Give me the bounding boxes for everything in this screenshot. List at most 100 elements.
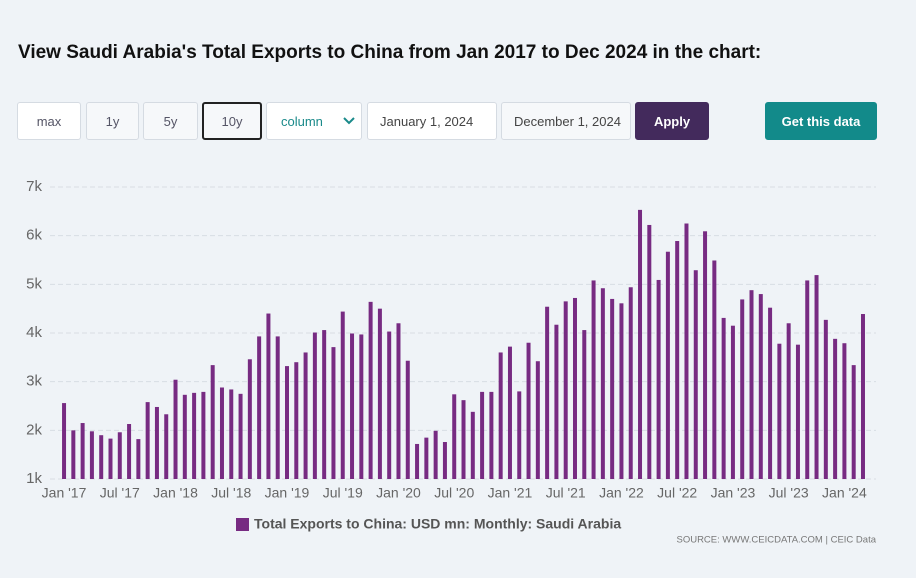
bar [154,406,159,479]
bar [619,303,624,479]
range-button[interactable]: 5y [143,102,198,140]
bar [387,331,392,479]
bar [507,346,512,479]
x-tick-label: Jan '21 [488,485,533,501]
x-tick-label: Jul '19 [323,485,363,501]
bar [814,275,819,479]
bar [331,347,336,479]
bar [703,231,708,479]
bar [805,280,810,479]
bar [433,430,438,479]
bar [182,394,187,479]
bar [89,431,94,479]
bar [684,223,689,479]
y-tick-label: 4k [26,324,42,341]
get-data-button[interactable]: Get this data [765,102,877,140]
chart-type-select[interactable]: column [266,102,362,140]
bar [71,430,76,479]
legend-swatch [236,518,249,531]
x-tick-label: Jan '23 [711,485,756,501]
chevron [343,117,355,125]
bar [498,352,503,479]
range-button[interactable]: max [17,102,81,140]
bar [238,393,243,479]
bar [638,209,643,479]
bar [285,366,290,479]
bar [266,313,271,479]
y-tick-label: 2k [26,421,42,438]
bar [294,362,299,479]
bar [377,308,382,479]
bar [842,343,847,479]
bar [795,344,800,479]
bar [572,297,577,479]
x-tick-label: Jul '18 [211,485,251,501]
start-date-input[interactable]: January 1, 2024 [367,102,497,140]
apply-button[interactable]: Apply [635,102,709,140]
bar [340,311,345,479]
y-tick-label: 3k [26,373,42,390]
bar [303,352,308,479]
bar [350,333,355,479]
x-tick-label: Jan '19 [265,485,310,501]
bar [489,391,494,479]
bar [229,389,234,479]
x-tick-label: Jan '18 [153,485,198,501]
bar [554,324,559,479]
bar [740,299,745,479]
chart: Total Exports to China: USD mn: Monthly:… [26,178,877,546]
bar [257,336,262,479]
x-tick-label: Jul '17 [100,485,140,501]
end-date-input[interactable]: December 1, 2024 [501,102,631,140]
y-tick-label: 5k [26,275,42,292]
bar [201,391,206,479]
bar [730,325,735,479]
bar [647,224,652,479]
bar [712,260,717,479]
bar [693,270,698,479]
bar [758,294,763,479]
bar [721,317,726,479]
bar [127,424,132,479]
bar [80,423,85,479]
source: SOURCE: WWW.CEICDATA.COM | CEIC Data [676,535,876,546]
bar [359,334,364,479]
bar [675,241,680,479]
bar [823,319,828,479]
bar [210,365,215,479]
bar [600,288,605,479]
bar [480,391,485,479]
bar [582,330,587,479]
bar [786,323,791,479]
bar [396,323,401,479]
bar [312,332,317,479]
bar [452,394,457,479]
bar [545,306,550,479]
bar [526,342,531,479]
bar [368,301,373,479]
bar [777,343,782,479]
bar [108,438,113,479]
range-button[interactable]: 1y [86,102,139,140]
x-tick-label: Jan '22 [599,485,644,501]
bar [628,287,633,479]
y-tick-label: 6k [26,227,42,244]
bar [591,280,596,479]
bar [405,360,410,479]
y-tick-label: 7k [26,178,42,195]
bar [192,392,197,479]
bar [136,439,141,479]
bar [442,442,447,479]
bar [656,279,661,479]
bar [424,437,429,479]
bar [461,400,466,479]
bar [517,391,522,479]
bar [563,301,568,479]
range-button[interactable]: 10y [202,102,262,140]
bar [665,251,670,479]
x-tick-label: Jul '22 [657,485,697,501]
bar [535,361,540,479]
x-tick-label: Jan '17 [42,485,87,501]
x-tick-label: Jul '21 [546,485,586,501]
